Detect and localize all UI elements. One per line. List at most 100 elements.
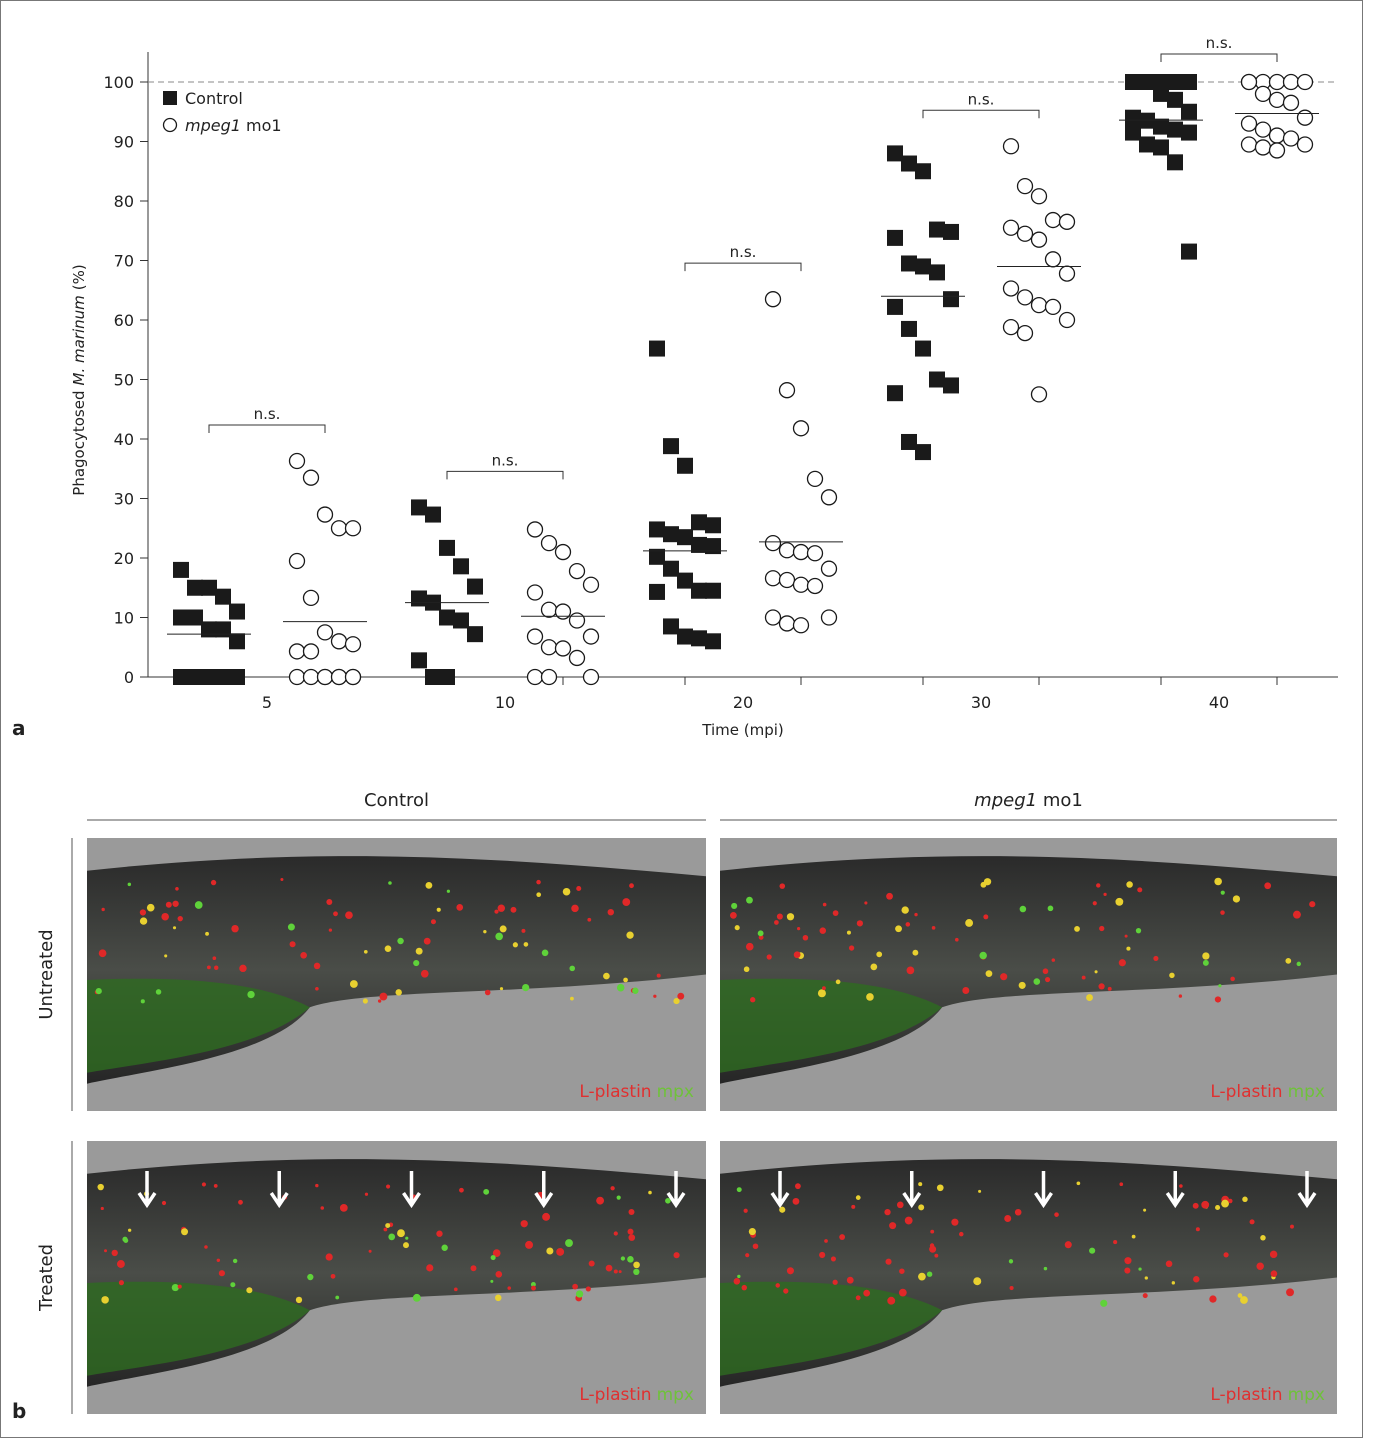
point [1270, 75, 1285, 90]
point [556, 641, 571, 656]
cell [426, 1264, 433, 1271]
cell [783, 1288, 788, 1293]
point [346, 521, 361, 536]
cell [930, 1230, 934, 1234]
cell [1096, 883, 1100, 887]
point [780, 383, 795, 398]
cell [1203, 960, 1209, 966]
point [467, 626, 483, 642]
cell [657, 974, 661, 978]
cell [117, 1260, 125, 1268]
point [290, 644, 305, 659]
cell [632, 988, 638, 994]
point [1256, 122, 1271, 137]
cell [1108, 987, 1112, 991]
cell [1196, 1227, 1200, 1231]
point [201, 621, 217, 637]
cell [1233, 895, 1240, 902]
cell [870, 964, 877, 971]
column-header: Control [364, 790, 429, 811]
cell [767, 954, 772, 959]
point [1004, 139, 1019, 154]
cell [1250, 1219, 1255, 1224]
cell [617, 1196, 621, 1200]
point [1153, 139, 1169, 155]
cell [1220, 910, 1225, 915]
cell [213, 956, 217, 960]
point [1018, 226, 1033, 241]
cell [1054, 1212, 1059, 1217]
stain-legend: L-plastinmpx [1210, 1082, 1325, 1102]
point [1032, 189, 1047, 204]
cell [447, 890, 450, 893]
point [822, 490, 837, 505]
point [691, 630, 707, 646]
cell [1256, 1263, 1263, 1270]
significance-bracket [923, 110, 1039, 118]
cell [959, 1232, 964, 1237]
point [439, 610, 455, 626]
cell [818, 989, 826, 997]
legend-label-part: mo1 [241, 116, 282, 135]
cell [745, 1253, 749, 1257]
row-header: Treated [36, 1244, 57, 1312]
cell [1286, 1288, 1294, 1296]
cell [288, 924, 295, 931]
point [1018, 290, 1033, 305]
x-axis-label: Time (mpi) [701, 721, 783, 739]
cell [1223, 1252, 1228, 1257]
cell [1052, 958, 1056, 962]
point [1181, 74, 1197, 90]
point [822, 561, 837, 576]
point [1284, 75, 1299, 90]
point [649, 521, 665, 537]
cell [333, 911, 338, 916]
point [528, 585, 543, 600]
stain-label: L-plastin [579, 1082, 651, 1102]
cell [542, 1213, 550, 1221]
cell [633, 1269, 639, 1275]
stain-legend: L-plastinmpx [579, 1082, 694, 1102]
cell [471, 1265, 477, 1271]
cell [884, 1209, 890, 1215]
cell [758, 930, 764, 936]
cell [822, 986, 826, 990]
cell [617, 984, 625, 992]
cell [536, 880, 540, 884]
cell [96, 988, 102, 994]
legend-label-part: mpeg1 [185, 116, 241, 135]
cell [929, 1246, 936, 1253]
cell [742, 1285, 747, 1290]
cell [918, 1204, 924, 1210]
point [1153, 119, 1169, 135]
cell [1240, 1296, 1248, 1304]
cell [97, 1184, 103, 1190]
cell [204, 1245, 208, 1249]
cell [847, 1277, 854, 1284]
point [1167, 74, 1183, 90]
point [304, 470, 319, 485]
point [808, 471, 823, 486]
cell [238, 1200, 243, 1205]
cell [876, 952, 882, 958]
cell [857, 920, 863, 926]
cell [384, 1228, 388, 1232]
cell [905, 1217, 913, 1225]
cell [233, 1259, 237, 1263]
cell [856, 1295, 861, 1300]
point [915, 163, 931, 179]
point [1167, 122, 1183, 138]
cell [1126, 947, 1130, 951]
point [1181, 104, 1197, 120]
cell [378, 999, 381, 1002]
cell [300, 952, 307, 959]
cell [379, 993, 387, 1001]
cell [614, 1231, 618, 1235]
cell [1095, 970, 1098, 973]
cell [912, 950, 918, 956]
point [1032, 387, 1047, 402]
point [766, 292, 781, 307]
cell [735, 925, 740, 930]
cell [1019, 982, 1026, 989]
y-axis-label-part: Phagocytosed [70, 391, 88, 496]
